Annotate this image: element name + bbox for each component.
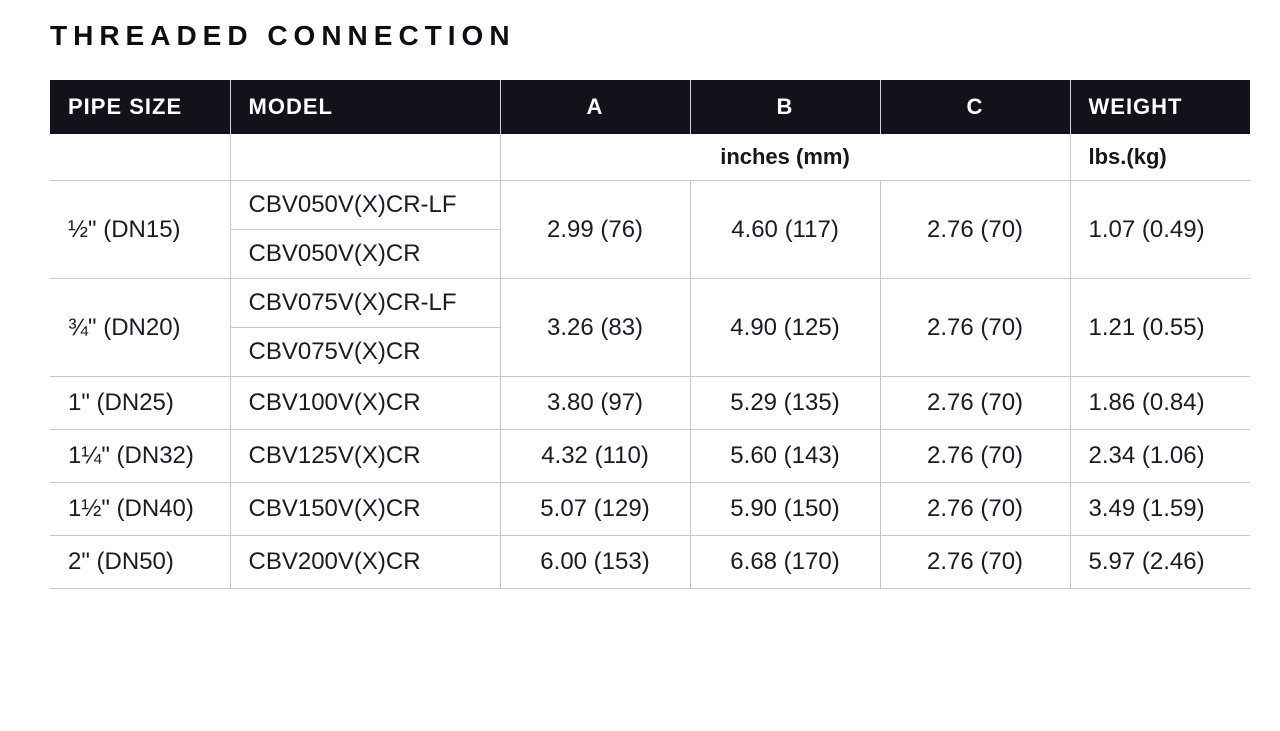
cell-c: 2.76 (70) bbox=[880, 536, 1070, 589]
cell-a: 3.80 (97) bbox=[500, 377, 690, 430]
table-row: 1¼" (DN32)CBV125V(X)CR4.32 (110)5.60 (14… bbox=[50, 430, 1250, 483]
cell-model: CBV075V(X)CR bbox=[230, 328, 500, 377]
unit-model bbox=[230, 134, 500, 181]
col-weight: WEIGHT bbox=[1070, 80, 1250, 134]
cell-pipe: 2" (DN50) bbox=[50, 536, 230, 589]
cell-b: 4.90 (125) bbox=[690, 279, 880, 377]
cell-w: 3.49 (1.59) bbox=[1070, 483, 1250, 536]
header-row: PIPE SIZE MODEL A B C WEIGHT bbox=[50, 80, 1250, 134]
cell-a: 4.32 (110) bbox=[500, 430, 690, 483]
spec-table: PIPE SIZE MODEL A B C WEIGHT inches (mm)… bbox=[50, 80, 1250, 589]
cell-model: CBV150V(X)CR bbox=[230, 483, 500, 536]
cell-c: 2.76 (70) bbox=[880, 377, 1070, 430]
cell-a: 3.26 (83) bbox=[500, 279, 690, 377]
cell-c: 2.76 (70) bbox=[880, 279, 1070, 377]
cell-pipe: 1½" (DN40) bbox=[50, 483, 230, 536]
cell-w: 5.97 (2.46) bbox=[1070, 536, 1250, 589]
cell-b: 4.60 (117) bbox=[690, 181, 880, 279]
unit-pipe bbox=[50, 134, 230, 181]
table-row: ½" (DN15)CBV050V(X)CR-LF2.99 (76)4.60 (1… bbox=[50, 181, 1250, 230]
cell-pipe: ¾" (DN20) bbox=[50, 279, 230, 377]
unit-weight: lbs.(kg) bbox=[1070, 134, 1250, 181]
cell-model: CBV200V(X)CR bbox=[230, 536, 500, 589]
table-row: 1½" (DN40)CBV150V(X)CR5.07 (129)5.90 (15… bbox=[50, 483, 1250, 536]
col-pipe: PIPE SIZE bbox=[50, 80, 230, 134]
cell-b: 5.29 (135) bbox=[690, 377, 880, 430]
col-model: MODEL bbox=[230, 80, 500, 134]
cell-pipe: ½" (DN15) bbox=[50, 181, 230, 279]
unit-row: inches (mm) lbs.(kg) bbox=[50, 134, 1250, 181]
cell-pipe: 1" (DN25) bbox=[50, 377, 230, 430]
table-row: 1" (DN25)CBV100V(X)CR3.80 (97)5.29 (135)… bbox=[50, 377, 1250, 430]
table-row: ¾" (DN20)CBV075V(X)CR-LF3.26 (83)4.90 (1… bbox=[50, 279, 1250, 328]
cell-b: 5.60 (143) bbox=[690, 430, 880, 483]
cell-w: 2.34 (1.06) bbox=[1070, 430, 1250, 483]
col-b: B bbox=[690, 80, 880, 134]
cell-a: 2.99 (76) bbox=[500, 181, 690, 279]
cell-w: 1.07 (0.49) bbox=[1070, 181, 1250, 279]
cell-w: 1.86 (0.84) bbox=[1070, 377, 1250, 430]
cell-model: CBV100V(X)CR bbox=[230, 377, 500, 430]
cell-w: 1.21 (0.55) bbox=[1070, 279, 1250, 377]
cell-a: 5.07 (129) bbox=[500, 483, 690, 536]
col-a: A bbox=[500, 80, 690, 134]
unit-abc: inches (mm) bbox=[500, 134, 1070, 181]
cell-pipe: 1¼" (DN32) bbox=[50, 430, 230, 483]
cell-model: CBV075V(X)CR-LF bbox=[230, 279, 500, 328]
cell-model: CBV125V(X)CR bbox=[230, 430, 500, 483]
table-row: 2" (DN50)CBV200V(X)CR6.00 (153)6.68 (170… bbox=[50, 536, 1250, 589]
cell-model: CBV050V(X)CR bbox=[230, 230, 500, 279]
cell-b: 5.90 (150) bbox=[690, 483, 880, 536]
cell-c: 2.76 (70) bbox=[880, 483, 1070, 536]
cell-c: 2.76 (70) bbox=[880, 181, 1070, 279]
page-title: THREADED CONNECTION bbox=[50, 20, 1230, 52]
cell-a: 6.00 (153) bbox=[500, 536, 690, 589]
cell-b: 6.68 (170) bbox=[690, 536, 880, 589]
cell-c: 2.76 (70) bbox=[880, 430, 1070, 483]
col-c: C bbox=[880, 80, 1070, 134]
cell-model: CBV050V(X)CR-LF bbox=[230, 181, 500, 230]
